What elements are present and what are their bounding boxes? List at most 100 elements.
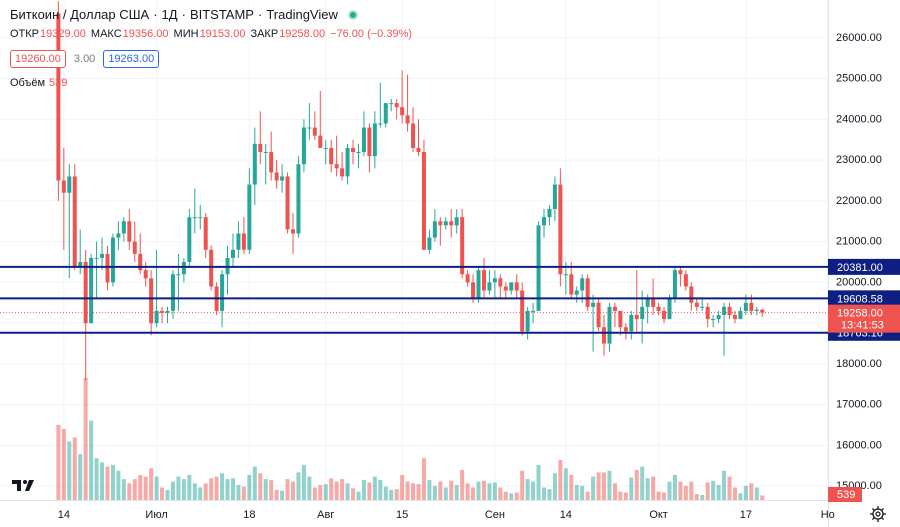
candle-body [585,278,590,307]
volume-bar [667,481,672,500]
candle-body [372,123,377,157]
candle-body [662,310,667,320]
candle-body [383,103,388,124]
volume-bar [138,474,143,500]
candle-body [285,176,290,230]
candle-body [520,290,525,332]
candle-body [280,176,285,181]
volume-bar [241,486,246,500]
volume-bar [89,420,94,500]
x-tick-label: 18 [243,509,255,521]
volume-bar [716,484,721,500]
gear-hub[interactable] [875,511,881,517]
y-tick-label: 26000.00 [836,32,882,44]
volume-bar [443,487,448,500]
candle-body [509,282,514,291]
candle-body [361,127,366,152]
logo-dot [23,480,27,484]
bid-button[interactable]: 19260.00 [10,50,66,68]
volume-bar [645,478,650,500]
y-tick-label: 18000.00 [836,358,882,370]
line-price-label: 19608.58 [837,293,883,305]
candle-body [629,314,634,332]
volume-bar [421,458,426,500]
candle-body [138,253,143,271]
candle-body [416,147,421,152]
candle-body [454,217,459,226]
volume-bar [405,481,410,500]
candle-body [301,127,306,165]
candle-body [591,302,596,307]
candle-body [514,282,519,291]
volume-bar [165,489,170,500]
low-value: 19153.00 [199,28,246,40]
settings-icon[interactable] [870,506,886,522]
volume-bar [427,479,432,500]
volume-bar [656,491,661,500]
candle-body [694,302,699,307]
market-status[interactable] [347,10,358,20]
volume-bar [78,454,83,500]
candle-body [78,262,83,267]
y-tick-label: 23000.00 [836,154,882,166]
volume-bar [460,469,465,500]
volume-bar [274,489,279,500]
candle-body [220,274,225,311]
volume-bar [607,470,612,500]
separator: · [257,7,263,22]
volume-bar [438,481,443,500]
candles [56,1,765,381]
candle-body [340,168,345,177]
x-tick-label: 14 [560,509,572,521]
candle-body [602,327,607,344]
volume-bar [754,487,759,500]
volume-bar [536,464,541,500]
candle-body [492,278,497,283]
volume-bar [634,469,639,500]
candle-body [700,306,705,308]
candle-body [247,184,252,250]
volume-bar [760,495,765,500]
volume-bar [192,483,197,500]
volume-bar [672,474,677,500]
volume-bar [547,489,552,500]
symbol-header: Биткоин / Доллар США · 1Д · BITSTAMP · Trading… [10,7,358,22]
candle-body [323,147,328,149]
candle-body [400,107,405,116]
candle-body [487,282,492,291]
candle-body [405,115,410,124]
candle-body [56,13,61,181]
volume-bar [263,479,268,500]
candle-body [645,298,650,307]
volume-bar [105,466,110,500]
source: TradingView [266,7,338,22]
volume-bar [558,459,563,500]
volume-bar [416,484,421,500]
close-value: 19258.00 [279,28,326,40]
candle-body [203,217,208,250]
candle-body [411,123,416,148]
gear-teeth[interactable] [870,506,886,522]
candle-body [743,302,748,311]
line-price-label: 20381.00 [837,262,883,274]
volume-bar [247,474,252,500]
candle-body [525,310,530,332]
volume-bar [132,479,137,500]
candle-body [94,257,99,259]
close-label: ЗАКР [250,28,279,40]
grid [0,0,829,500]
candle-body [252,143,257,185]
candle-body [296,164,301,234]
candle-body [569,274,574,295]
countdown: 13:41:53 [841,320,884,332]
ask-button[interactable]: 19263.00 [103,50,160,68]
volume-bar [154,476,159,500]
candle-body [198,217,203,219]
candle-body [192,217,197,219]
candle-body [563,274,568,276]
volume-bar [580,485,585,500]
volume-bar [61,428,66,500]
candle-body [181,262,186,275]
x-tick-label: Июл [145,509,167,521]
